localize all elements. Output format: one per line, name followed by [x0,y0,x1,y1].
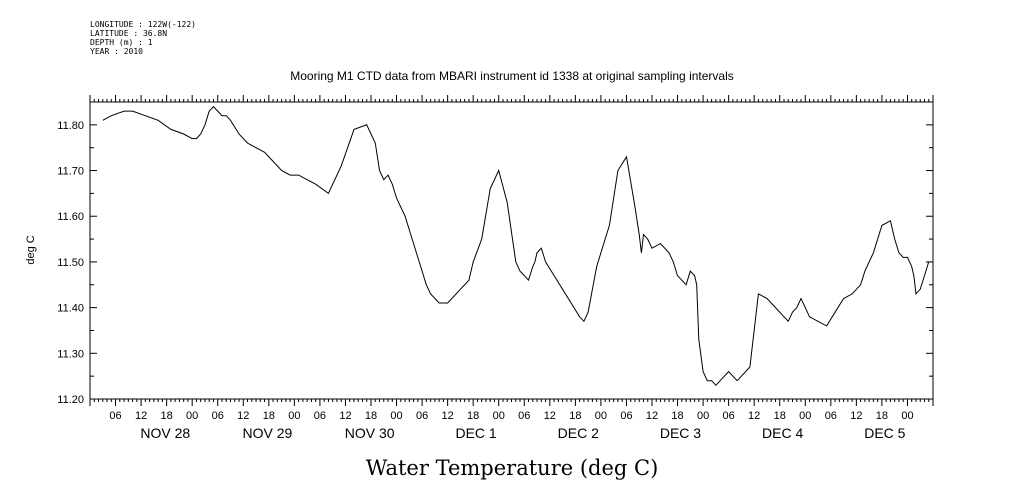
x-day-label: NOV 29 [243,425,293,441]
x-day-label: DEC 2 [558,425,599,441]
y-tick-label: 11.50 [57,257,84,269]
y-tick-label: 11.80 [57,120,84,132]
x-tick-label: 00 [186,410,198,422]
x-tick-label: 12 [339,410,351,422]
x-tick-label: 06 [518,410,530,422]
year-text: YEAR : 2010 [90,47,143,56]
x-tick-label: 12 [748,410,760,422]
latitude-text: LATITUDE : 36.8N [90,29,168,38]
x-tick-label: 06 [723,410,735,422]
y-tick-label: 11.40 [57,303,84,315]
x-tick-label: 06 [109,410,121,422]
y-tick-label: 11.20 [57,394,84,406]
x-day-label: DEC 5 [864,425,905,441]
x-tick-label: 18 [365,410,377,422]
x-tick-label: 12 [237,410,249,422]
x-tick-label: 12 [646,410,658,422]
x-tick-label: 00 [390,410,402,422]
x-day-label: DEC 3 [660,425,701,441]
x-tick-label: 06 [416,410,428,422]
x-tick-label: 00 [697,410,709,422]
y-tick-label: 11.30 [57,348,84,360]
x-tick-label: 06 [825,410,837,422]
x-day-label: NOV 28 [140,425,190,441]
x-tick-label: 12 [850,410,862,422]
y-axis-label: deg C [25,235,37,264]
y-tick-label: 11.70 [57,166,84,178]
temperature-series-line [102,105,930,387]
x-tick-label: 06 [212,410,224,422]
x-tick-label: 00 [288,410,300,422]
x-axis: 06 12 18 00 06 12 18 00 06 12 18 00 06 12 18 00 06 12 18 00… [89,95,934,441]
x-tick-label: 06 [620,410,632,422]
x-axis-title: Water Temperature (deg C) [366,456,659,480]
x-tick-label: 18 [263,410,275,422]
x-tick-label: 12 [442,410,454,422]
x-day-label: DEC 1 [455,425,496,441]
x-tick-label: 00 [493,410,505,422]
chart-title: Mooring M1 CTD data from MBARI instrumen… [290,69,734,83]
plot-frame [89,101,934,400]
x-day-label: DEC 4 [762,425,803,441]
y-tick-label: 11.60 [57,211,84,223]
x-tick-label: 18 [161,410,173,422]
y-axis: 11.20 11.30 11.40 11.50 11.60 11.70 11.80 [57,101,933,406]
longitude-text: LONGITUDE : 122W(-122) [90,20,196,29]
x-tick-label: 18 [569,410,581,422]
x-day-label: NOV 30 [345,425,395,441]
x-tick-label: 12 [135,410,147,422]
x-tick-label: 00 [595,410,607,422]
x-tick-label: 18 [467,410,479,422]
x-tick-label: 00 [799,410,811,422]
depth-text: DEPTH (m) : 1 [90,38,153,47]
x-tick-label: 18 [671,410,683,422]
x-tick-label: 18 [774,410,786,422]
x-tick-label: 00 [901,410,913,422]
metadata-block: LONGITUDE : 122W(-122) LATITUDE : 36.8N … [90,20,196,56]
x-tick-label: 18 [876,410,888,422]
x-tick-label: 12 [544,410,556,422]
x-tick-label: 06 [314,410,326,422]
